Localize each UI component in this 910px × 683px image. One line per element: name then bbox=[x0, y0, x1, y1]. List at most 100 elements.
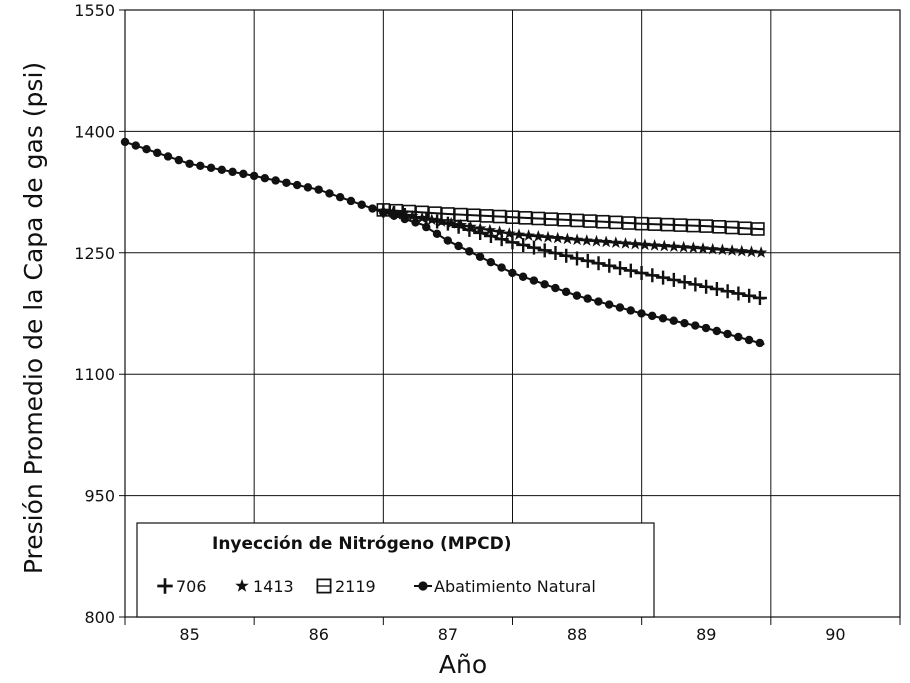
series-abatimiento-natural bbox=[120, 137, 765, 348]
data-point bbox=[570, 233, 584, 246]
data-point bbox=[648, 311, 657, 321]
data-point bbox=[386, 206, 400, 218]
data-point bbox=[600, 235, 613, 248]
data-point bbox=[142, 145, 151, 154]
data-point bbox=[696, 242, 710, 254]
data-point bbox=[163, 152, 173, 161]
data-point bbox=[706, 242, 719, 255]
data-point bbox=[153, 148, 162, 158]
data-point bbox=[497, 263, 506, 272]
data-point bbox=[699, 279, 714, 294]
data-point bbox=[604, 300, 614, 309]
data-point bbox=[561, 232, 574, 245]
data-point bbox=[626, 306, 635, 315]
data-point bbox=[572, 291, 582, 300]
data-point bbox=[335, 192, 345, 202]
data-point bbox=[701, 323, 711, 333]
data-point bbox=[415, 211, 429, 224]
y-axis-title: Presión Promedio de la Capa de gas (psi) bbox=[19, 62, 48, 574]
data-point bbox=[228, 167, 237, 177]
y-tick-labels: 800 950 1100 1250 1400 1550 bbox=[74, 1, 115, 627]
data-point bbox=[518, 272, 528, 281]
legend-entries: 706 1413 2119 Abatimiento Natural bbox=[157, 577, 596, 596]
data-point bbox=[570, 251, 585, 266]
data-point bbox=[206, 163, 216, 173]
data-point bbox=[559, 248, 574, 263]
data-point bbox=[615, 303, 625, 312]
data-point bbox=[435, 215, 448, 227]
data-point bbox=[561, 287, 571, 297]
data-point bbox=[325, 189, 334, 198]
data-point bbox=[590, 234, 603, 247]
y-tick-label: 1250 bbox=[74, 244, 115, 263]
x-tick-label: 86 bbox=[309, 625, 329, 644]
data-point bbox=[292, 180, 302, 190]
data-point bbox=[443, 236, 452, 245]
data-point bbox=[503, 227, 516, 239]
legend: Inyección de Nitrógeno (MPCD) 706 1413 211… bbox=[136, 522, 655, 618]
data-point bbox=[249, 171, 259, 181]
data-point bbox=[508, 268, 517, 278]
data-point bbox=[454, 241, 463, 251]
data-point bbox=[580, 234, 593, 246]
data-point bbox=[346, 196, 356, 206]
data-point bbox=[667, 240, 681, 252]
data-point bbox=[368, 204, 377, 213]
data-point bbox=[716, 243, 729, 256]
data-point bbox=[314, 185, 323, 194]
data-point bbox=[591, 256, 606, 271]
data-point bbox=[666, 272, 681, 287]
data-point bbox=[609, 236, 622, 248]
data-point bbox=[120, 137, 130, 147]
y-tick-label: 950 bbox=[84, 487, 115, 506]
data-point bbox=[745, 245, 758, 258]
data-point bbox=[634, 266, 649, 281]
data-point bbox=[196, 161, 205, 170]
x-tick-label: 88 bbox=[567, 625, 587, 644]
legend-box bbox=[136, 522, 655, 618]
data-point bbox=[516, 237, 531, 252]
data-point bbox=[629, 237, 642, 250]
data-point bbox=[235, 578, 249, 592]
data-point bbox=[731, 286, 746, 301]
data-point bbox=[638, 238, 652, 251]
data-point bbox=[239, 169, 248, 179]
legend-title: Inyección de Nitrógeno (MPCD) bbox=[212, 534, 511, 554]
data-point bbox=[260, 173, 270, 183]
x-tick-labels: 85 86 87 88 89 90 bbox=[179, 625, 845, 644]
data-point bbox=[712, 326, 721, 336]
data-point bbox=[131, 141, 140, 150]
data-point bbox=[217, 165, 227, 175]
legend-entry: 2119 bbox=[316, 577, 376, 596]
data-point bbox=[680, 318, 689, 328]
data-point bbox=[445, 216, 458, 229]
data-point bbox=[734, 332, 743, 342]
data-point bbox=[691, 321, 700, 330]
data-point bbox=[185, 159, 194, 168]
data-point bbox=[755, 246, 768, 258]
data-point bbox=[619, 237, 632, 249]
data-point bbox=[406, 209, 419, 222]
data-point bbox=[742, 288, 757, 303]
data-point bbox=[464, 220, 477, 233]
data-point bbox=[303, 183, 313, 192]
data-point bbox=[755, 338, 765, 348]
data-point bbox=[486, 257, 496, 267]
data-point bbox=[580, 253, 595, 268]
data-point bbox=[658, 239, 671, 252]
data-point bbox=[526, 240, 541, 255]
series-group bbox=[120, 137, 768, 348]
x-tick-label: 90 bbox=[825, 625, 845, 644]
data-point bbox=[744, 335, 754, 345]
data-point bbox=[688, 277, 703, 292]
data-point bbox=[602, 258, 617, 273]
data-point bbox=[656, 270, 671, 285]
data-point bbox=[551, 231, 564, 244]
data-point bbox=[720, 284, 735, 299]
data-point bbox=[677, 275, 692, 290]
data-point bbox=[532, 230, 545, 242]
data-point bbox=[537, 243, 552, 258]
data-point bbox=[548, 246, 563, 261]
data-point bbox=[613, 261, 628, 276]
